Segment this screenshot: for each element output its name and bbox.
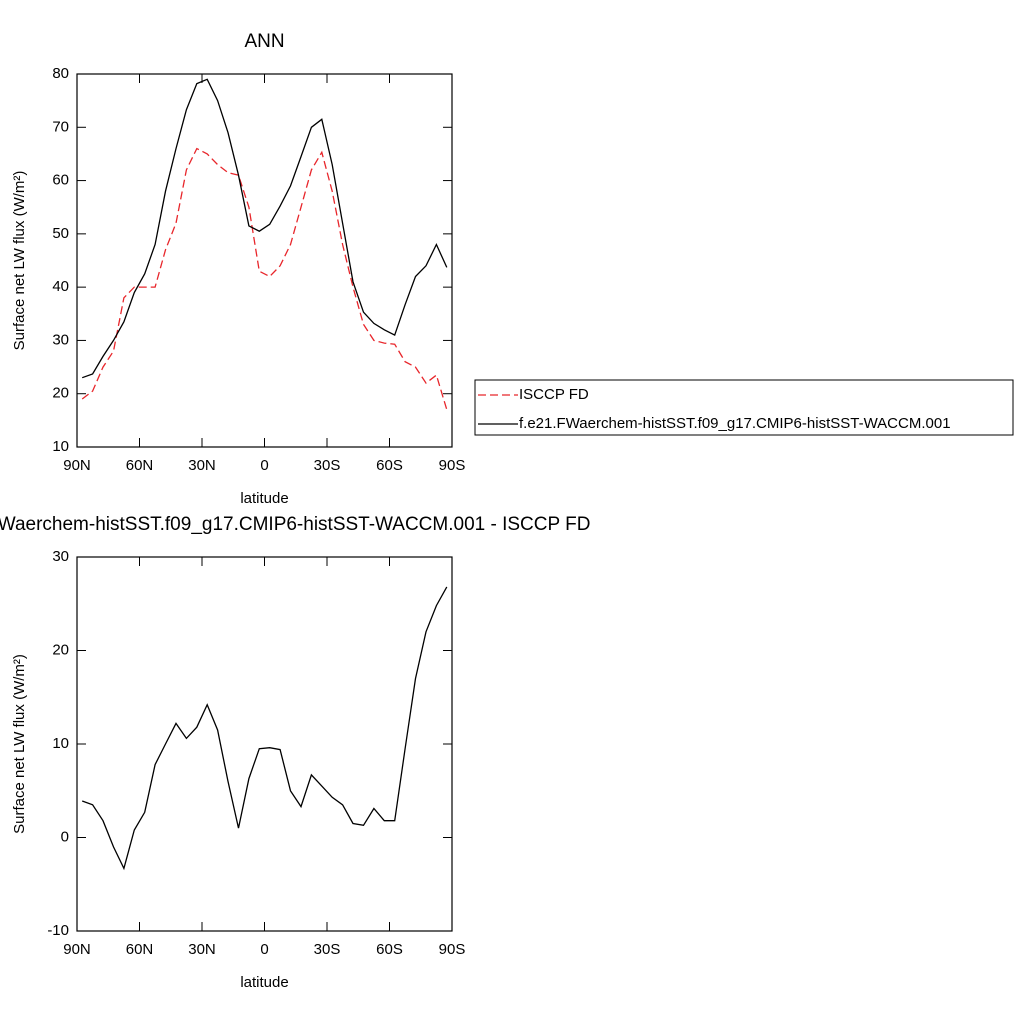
y-tick-label: 10 (52, 438, 69, 455)
chart-title: ANN (244, 31, 284, 52)
y-axis-label: Surface net LW flux (W/m²) (11, 654, 28, 834)
x-tick-label: 90N (63, 457, 91, 474)
legend-label: ISCCP FD (519, 386, 589, 403)
x-tick-label: 90N (63, 941, 91, 958)
y-tick-label: 80 (52, 65, 69, 82)
x-tick-label: 90S (439, 457, 466, 474)
x-tick-label: 60S (376, 457, 403, 474)
y-tick-label: 20 (52, 641, 69, 658)
y-tick-label: 70 (52, 118, 69, 135)
x-tick-label: 90S (439, 941, 466, 958)
chart-title: f.e21.FWaerchem-histSST.f09_g17.CMIP6-hi… (0, 514, 590, 535)
y-tick-label: 0 (61, 828, 69, 845)
y-tick-label: 30 (52, 331, 69, 348)
data-line (81, 586, 448, 871)
y-tick-label: -10 (47, 922, 69, 939)
y-tick-label: 20 (52, 385, 69, 402)
x-tick-label: 0 (260, 457, 268, 474)
data-line (81, 78, 448, 379)
y-tick-label: 30 (52, 548, 69, 565)
plot-frame (76, 556, 453, 932)
y-tick-label: 40 (52, 278, 69, 295)
x-tick-label: 0 (260, 941, 268, 958)
x-tick-label: 30S (314, 941, 341, 958)
y-tick-label: 50 (52, 225, 69, 242)
legend-box (474, 379, 1014, 436)
y-tick-label: 10 (52, 735, 69, 752)
x-tick-label: 30S (314, 457, 341, 474)
legend-label: f.e21.FWaerchem-histSST.f09_g17.CMIP6-hi… (519, 415, 951, 432)
plot-frame (76, 73, 453, 448)
x-axis-label: latitude (240, 490, 288, 507)
x-tick-label: 30N (188, 941, 216, 958)
y-tick-label: 60 (52, 172, 69, 189)
x-tick-label: 60N (126, 941, 154, 958)
x-tick-label: 60N (126, 457, 154, 474)
x-tick-label: 30N (188, 457, 216, 474)
x-tick-label: 60S (376, 941, 403, 958)
data-line (81, 147, 448, 410)
y-axis-label: Surface net LW flux (W/m²) (11, 171, 28, 351)
x-axis-label: latitude (240, 974, 288, 991)
